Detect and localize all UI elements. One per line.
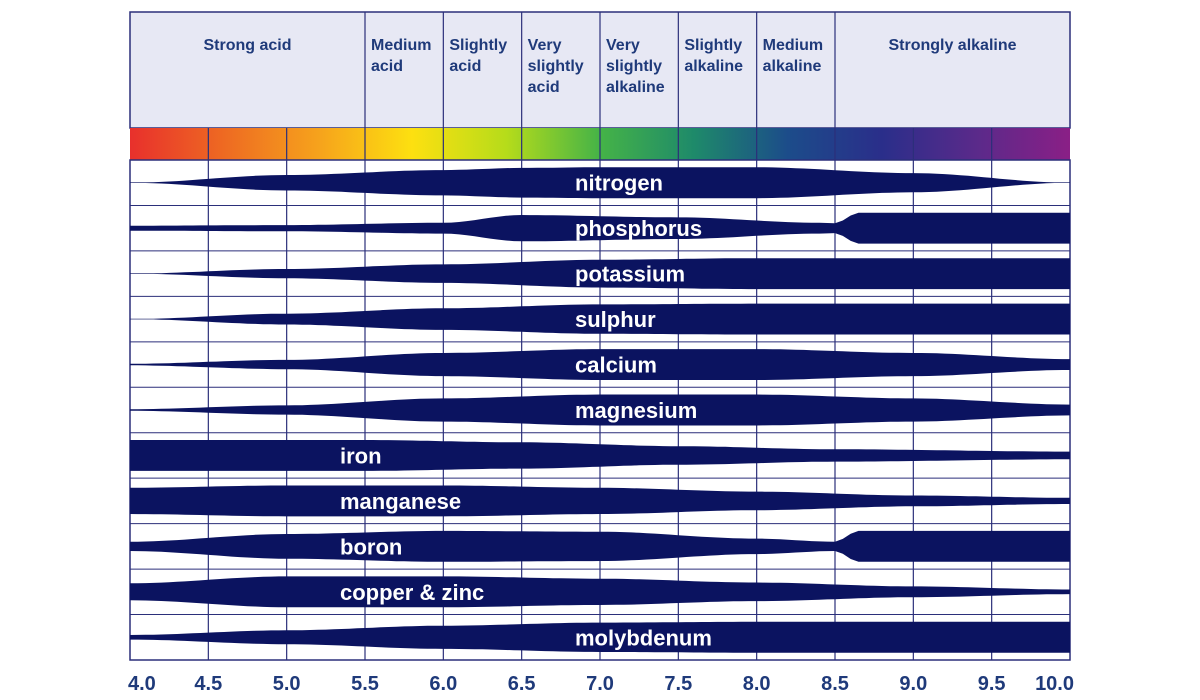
nutrient-label: boron [340, 534, 402, 559]
nutrient-band-magnesium [130, 394, 1070, 426]
ph-tick-labels: 4.0 4.5 5.0 5.5 6.0 6.5 7.0 7.5 8.0 8.5 9.0 9.5 10.0 [128, 673, 1074, 695]
ph-tick-label: 9.5 [978, 673, 1006, 695]
ph-range-label-3: Very slightly acid [528, 37, 584, 96]
nutrient-label: molybdenum [575, 625, 712, 650]
ph-range-label-2: Slightly acid [449, 37, 507, 75]
ph-tick-label: 4.5 [194, 673, 222, 695]
ph-range-label-6: Medium alkaline [763, 37, 823, 75]
ph-tick-label: 5.0 [273, 673, 301, 695]
nutrient-band-phosphorus [130, 212, 1070, 244]
ph-tick-label: 7.0 [586, 673, 614, 695]
nutrient-band-nitrogen [130, 167, 1070, 199]
nutrient-label: calcium [575, 353, 657, 378]
nutrient-band-sulphur [130, 303, 1070, 335]
nutrient-band-calcium [130, 349, 1070, 380]
ph-range-header: Strong acid Medium acid Slightly acid Very sli… [129, 11, 1071, 129]
ph-range-label-0: Strong acid [203, 37, 291, 54]
ph-tick-label: 6.5 [508, 673, 536, 695]
nutrient-labels: nitrogen phosphorus potassium sulphur calciu… [340, 171, 712, 651]
nutrient-band-molybdenum [130, 621, 1070, 653]
ph-range-label-1: Medium acid [371, 37, 431, 75]
nutrient-label: manganese [340, 489, 461, 514]
nutrient-band-potassium [130, 258, 1070, 290]
ph-tick-label: 10.0 [1035, 673, 1074, 695]
ph-tick-label: 5.5 [351, 673, 379, 695]
ph-tick-label: 9.0 [899, 673, 927, 695]
nutrient-band-copper-zinc [130, 576, 1070, 608]
nutrient-label: phosphorus [575, 216, 702, 241]
ph-tick-label: 8.5 [821, 673, 849, 695]
nutrient-band-boron [130, 530, 1070, 562]
nutrient-band-manganese [130, 485, 1070, 517]
nutrient-label: iron [340, 443, 382, 468]
nutrient-band-iron [130, 440, 1070, 471]
ph-tick-label: 7.5 [664, 673, 692, 695]
nutrient-label: magnesium [575, 398, 697, 423]
ph-tick-label: 4.0 [128, 673, 156, 695]
nutrient-label: nitrogen [575, 171, 663, 196]
nutrient-label: copper & zinc [340, 580, 484, 605]
ph-tick-label: 8.0 [743, 673, 771, 695]
nutrient-label: sulphur [575, 307, 656, 332]
ph-range-label-7: Strongly alkaline [888, 37, 1016, 54]
nutrient-bands [130, 167, 1070, 653]
nutrient-label: potassium [575, 262, 685, 287]
ph-range-label-5: Slightly alkaline [684, 37, 743, 75]
ph-tick-label: 6.0 [429, 673, 457, 695]
ph-range-label-4: Very slightly alkaline [606, 37, 665, 96]
